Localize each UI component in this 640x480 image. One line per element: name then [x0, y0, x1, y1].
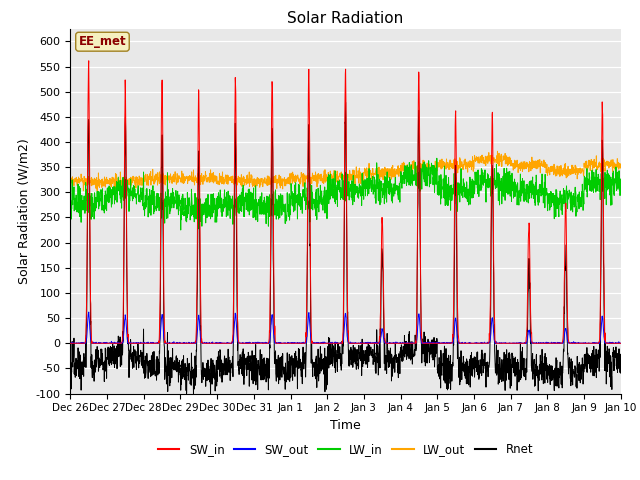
- Y-axis label: Solar Radiation (W/m2): Solar Radiation (W/m2): [17, 138, 30, 284]
- Title: Solar Radiation: Solar Radiation: [287, 11, 404, 26]
- Text: EE_met: EE_met: [79, 35, 126, 48]
- Legend: SW_in, SW_out, LW_in, LW_out, Rnet: SW_in, SW_out, LW_in, LW_out, Rnet: [154, 438, 538, 461]
- X-axis label: Time: Time: [330, 419, 361, 432]
